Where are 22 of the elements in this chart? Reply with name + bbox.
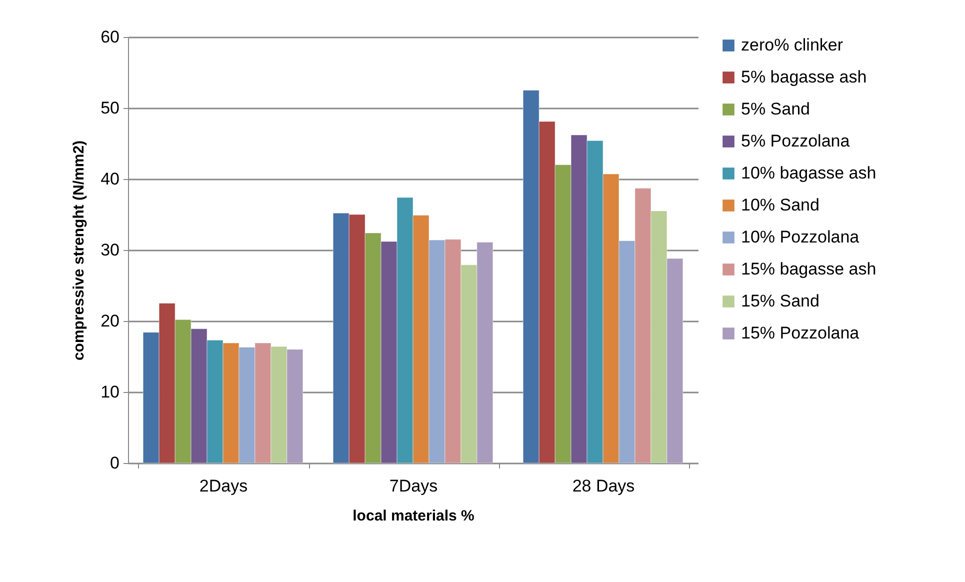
- x-axis-title: local materials %: [352, 508, 474, 524]
- legend-label: 5% Sand: [741, 100, 810, 118]
- legend-label: 15% Pozzolana: [741, 324, 860, 342]
- legend-label: 5% bagasse ash: [741, 68, 867, 86]
- y-tick-label: 40: [100, 170, 120, 188]
- y-tick-label: 20: [100, 312, 120, 330]
- legend-label: 10% Pozzolana: [741, 228, 860, 246]
- x-tick-label: 7Days: [389, 476, 438, 496]
- legend-label: 10% bagasse ash: [741, 164, 876, 182]
- y-tick-label: 10: [100, 382, 120, 402]
- y-tick-label: 30: [100, 240, 120, 260]
- y-tick-label: 60: [100, 28, 120, 46]
- y-axis-title: compressive strenght (N/mm2): [70, 140, 88, 361]
- legend-label: 5% Pozzolana: [741, 132, 850, 150]
- x-tick-label: 2Days: [199, 476, 248, 496]
- y-tick-label: 0: [110, 454, 120, 472]
- x-tick-label: 28 Days: [572, 476, 635, 496]
- legend-label: 15% bagasse ash: [741, 260, 876, 278]
- legend-label: 10% Sand: [741, 196, 820, 214]
- y-tick-label: 50: [100, 98, 120, 118]
- legend-label: zero% clinker: [741, 36, 844, 54]
- legend-label: 15% Sand: [741, 292, 820, 310]
